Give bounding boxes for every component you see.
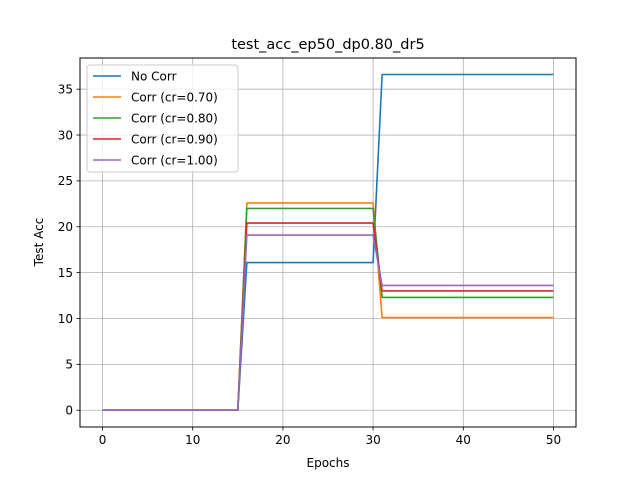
legend-label: Corr (cr=1.00) [131, 153, 218, 167]
legend-label: Corr (cr=0.90) [131, 132, 218, 146]
x-tick-label: 50 [546, 433, 561, 447]
y-tick-label: 30 [58, 128, 73, 142]
series-lines [102, 73, 554, 412]
legend-box [86, 64, 239, 173]
y-tick-label: 5 [65, 358, 73, 372]
x-tick-label: 0 [99, 433, 107, 447]
x-tick-label: 10 [185, 433, 200, 447]
legend-label: Corr (cr=0.80) [131, 111, 218, 125]
y-tick-label: 15 [58, 266, 73, 280]
axis-ticks: 0 10 20 30 40 50 0 5 10 15 20 25 30 35 [58, 82, 561, 447]
y-tick-label: 20 [58, 220, 73, 234]
chart-title: test_acc_ep50_dp0.80_dr5 [231, 37, 424, 53]
y-tick-label: 35 [58, 82, 73, 96]
legend-label: No Corr [131, 69, 177, 83]
x-tick-label: 30 [365, 433, 380, 447]
x-tick-label: 20 [275, 433, 290, 447]
x-tick-label: 40 [456, 433, 471, 447]
y-tick-label: 0 [65, 404, 73, 418]
legend: No Corr Corr (cr=0.70) Corr (cr=0.80) Corr … [86, 64, 239, 173]
series-line-4 [102, 234, 554, 412]
plot-frame [79, 57, 577, 428]
y-tick-label: 10 [58, 312, 73, 326]
y-axis-label: Test Acc [32, 218, 46, 268]
legend-label: Corr (cr=0.70) [131, 90, 218, 104]
x-axis-label: Epochs [307, 456, 350, 470]
grid [80, 58, 576, 427]
y-tick-label: 25 [58, 174, 73, 188]
